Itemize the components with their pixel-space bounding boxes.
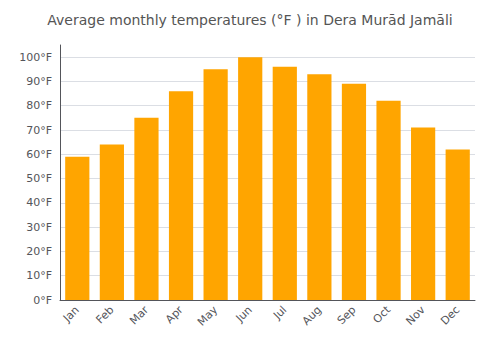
svg-text:70°F: 70°F [26,124,52,137]
svg-text:80°F: 80°F [26,99,52,112]
svg-text:50°F: 50°F [26,172,52,185]
svg-text:Jun: Jun [233,303,255,325]
svg-text:Mar: Mar [127,303,151,327]
svg-text:0°F: 0°F [33,294,52,307]
svg-text:90°F: 90°F [26,75,52,88]
svg-text:Feb: Feb [94,303,117,326]
svg-text:40°F: 40°F [26,196,52,209]
svg-text:60°F: 60°F [26,148,52,161]
svg-text:Nov: Nov [403,303,428,328]
svg-text:Jan: Jan [60,303,82,325]
svg-text:Dec: Dec [438,303,462,327]
svg-text:10°F: 10°F [26,269,52,282]
svg-text:Aug: Aug [300,303,324,327]
svg-text:100°F: 100°F [19,51,52,64]
svg-text:Average monthly temperatures (: Average monthly temperatures (°F ) in De… [47,12,452,28]
svg-text:May: May [195,303,221,329]
svg-text:Sep: Sep [335,303,359,327]
svg-text:Oct: Oct [371,303,394,326]
svg-text:Jul: Jul [270,303,289,322]
svg-text:Apr: Apr [163,303,186,326]
svg-text:30°F: 30°F [26,221,52,234]
svg-text:20°F: 20°F [26,245,52,258]
